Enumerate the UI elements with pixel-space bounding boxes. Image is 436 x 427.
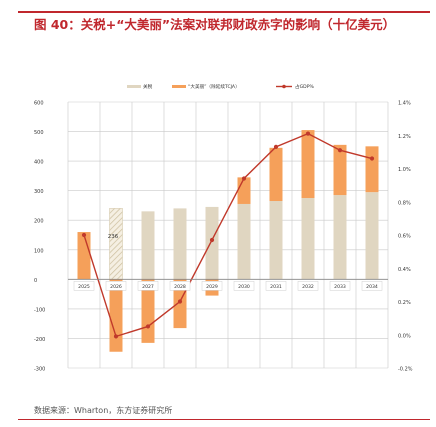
bar-big-beautiful	[333, 144, 347, 196]
bar-big-beautiful	[365, 146, 379, 193]
line-point	[369, 156, 375, 161]
line-point	[81, 232, 87, 238]
x-tick-box	[329, 281, 351, 291]
y-tick-right: 0.0%	[398, 333, 411, 339]
line-point	[241, 176, 247, 181]
y-tick-left: 200	[34, 219, 44, 225]
x-tick-box	[169, 281, 191, 291]
y-tick-left: 0	[34, 278, 37, 284]
y-tick-right: 0.6%	[398, 234, 411, 240]
y-tick-right: 0.8%	[398, 200, 411, 206]
legend-swatch-tariff	[127, 85, 141, 88]
x-tick-label: 2027	[142, 284, 154, 290]
bar-tariff	[269, 201, 283, 280]
bar-big-beautiful	[77, 232, 91, 280]
y-tick-left: -100	[34, 307, 45, 313]
bar-tariff	[109, 208, 123, 280]
y-tick-left: 500	[34, 130, 44, 136]
line-point	[145, 324, 151, 329]
bar-big-beautiful	[301, 130, 315, 199]
x-tick-label: 2026	[110, 284, 122, 290]
bar-big-beautiful	[237, 177, 251, 204]
x-tick-box	[265, 281, 287, 291]
line-pct-gdp	[83, 132, 373, 338]
legend: 关税 “大美丽”（除延续TCJA） 占GDP%	[127, 83, 314, 90]
bar-big-beautiful	[269, 147, 283, 202]
y-tick-left: 100	[34, 248, 44, 254]
legend-label-big-beautiful: “大美丽”（除延续TCJA）	[188, 83, 240, 90]
x-tick-label: 2028	[174, 284, 186, 290]
legend-swatch-big-beautiful	[172, 85, 186, 88]
line-point	[209, 237, 215, 243]
x-tick-box	[297, 281, 319, 291]
y-tick-right: 1.4%	[398, 101, 411, 107]
bar-tariff	[237, 203, 251, 280]
x-tick-label: 2029	[206, 284, 218, 290]
bottom-rule	[18, 419, 430, 420]
bar-big-beautiful	[173, 279, 187, 329]
x-tick-box	[233, 281, 255, 291]
bar-big-beautiful	[109, 279, 123, 352]
axes: -300 -200 -100 0 100 200 300 400 500 600 -0.2% 0.0%…	[34, 101, 413, 373]
line-point	[113, 334, 119, 339]
bar-tariff	[301, 198, 315, 280]
legend-marker-pct	[282, 84, 286, 89]
line-point	[177, 299, 183, 304]
source-note: 数据来源：Wharton，东方证券研究所	[34, 406, 173, 415]
line-point	[337, 148, 343, 153]
y-tick-right: -0.2%	[398, 367, 413, 373]
bar-tariff	[365, 192, 379, 280]
bar-tariff	[205, 206, 219, 280]
x-tick-box	[201, 281, 223, 291]
x-tick-box	[361, 281, 383, 291]
y-tick-right: 1.2%	[398, 134, 411, 140]
y-tick-left: 300	[34, 189, 44, 195]
x-tick-label: 2033	[334, 284, 346, 290]
y-tick-right: 0.2%	[398, 300, 411, 306]
line-point	[305, 131, 311, 136]
x-tick-label: 2031	[270, 284, 282, 290]
x-tick-label: 2034	[366, 284, 378, 290]
title-rule	[18, 11, 430, 13]
legend-label-tariff: 关税	[143, 83, 153, 90]
y-tick-left: -300	[34, 367, 45, 373]
bar-tariff	[173, 208, 187, 280]
x-tick-label: 2025	[78, 284, 90, 290]
legend-label-pct: 占GDP%	[295, 83, 314, 90]
bar-tariff	[141, 211, 155, 280]
x-tick-box	[73, 281, 95, 291]
y-tick-right: 0.4%	[398, 267, 411, 273]
x-tick-label: 2032	[302, 284, 314, 290]
x-tick-box	[137, 281, 159, 291]
y-tick-left: 600	[34, 101, 44, 107]
bar-tariff	[333, 195, 347, 280]
y-tick-left: 400	[34, 160, 44, 166]
x-tick-label: 2030	[238, 284, 250, 290]
line-point	[273, 144, 279, 149]
x-tick-box	[105, 281, 127, 291]
y-tick-left: -200	[34, 337, 45, 343]
y-tick-right: 1.0%	[398, 167, 411, 173]
line-series	[81, 131, 375, 339]
figure-title: 图 40：关税+“大美丽”法案对联邦财政赤字的影响（十亿美元）	[34, 17, 396, 32]
data-label: 236	[108, 234, 119, 240]
